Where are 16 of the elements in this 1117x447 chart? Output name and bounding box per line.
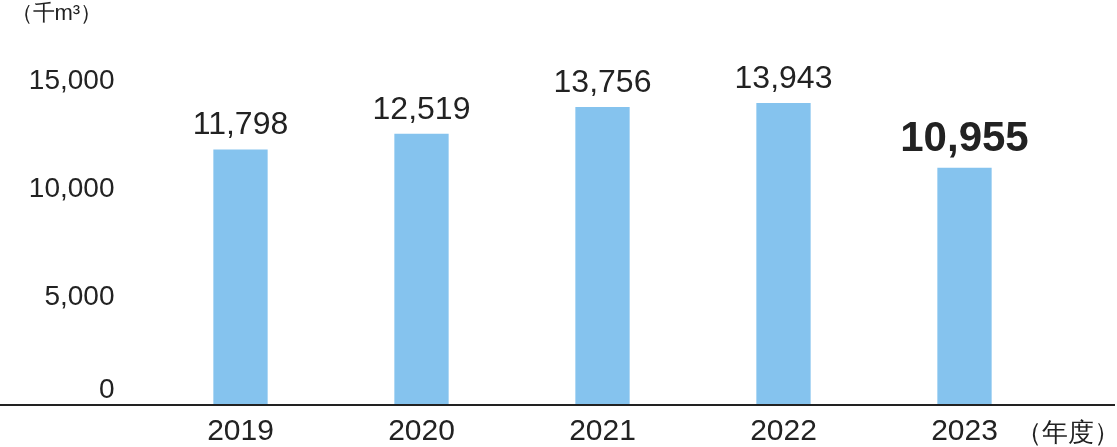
y-tick-label: 10,000	[28, 171, 115, 203]
data-label: 13,943	[734, 58, 833, 95]
x-axis-title: （年度）	[1015, 416, 1117, 447]
data-label: 11,798	[192, 105, 289, 142]
data-label: 13,756	[553, 62, 652, 99]
x-tick-label: 2020	[388, 412, 455, 446]
data-label: 10,955	[900, 112, 1029, 160]
y-tick-label: 0	[98, 372, 115, 404]
x-tick-label: 2021	[569, 412, 636, 446]
x-tick-label: 2019	[207, 412, 274, 446]
x-tick-label: 2023	[931, 412, 998, 446]
data-label: 12,519	[372, 89, 471, 126]
y-tick-label: 5,000	[44, 280, 115, 312]
y-axis-title: （千m³）	[10, 0, 103, 25]
y-tick-label: 15,000	[28, 63, 115, 95]
x-tick-label: 2022	[750, 412, 817, 446]
